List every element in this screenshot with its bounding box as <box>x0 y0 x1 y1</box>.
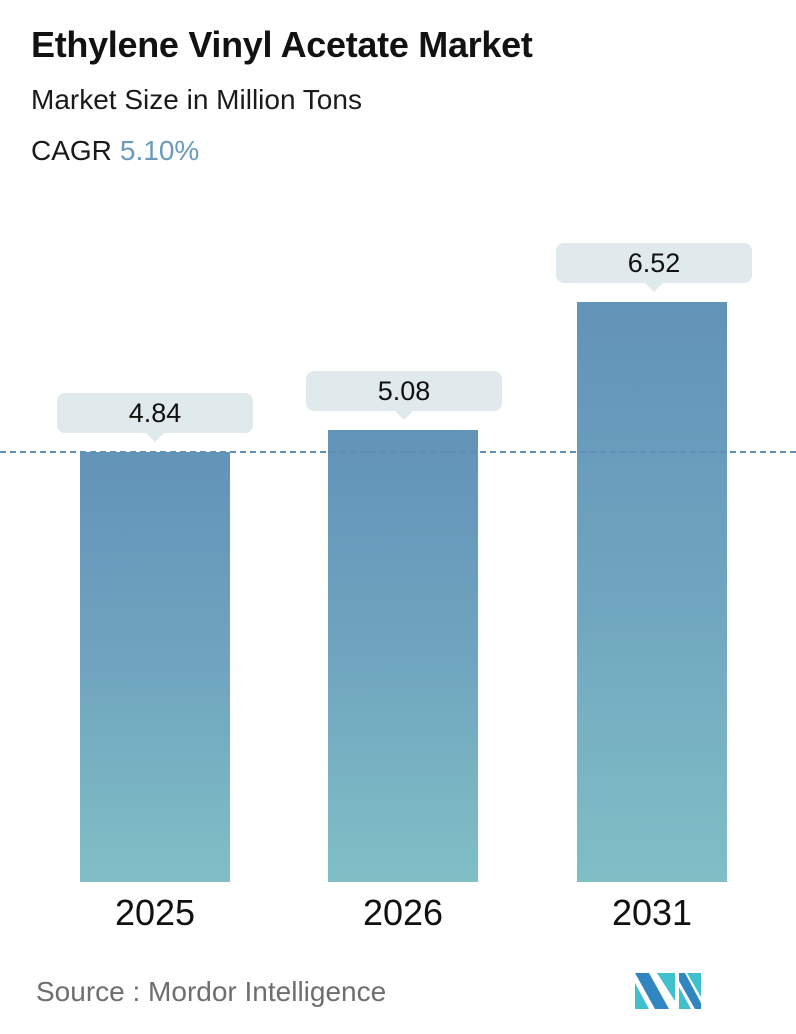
reference-dashed-line <box>0 451 796 453</box>
x-label-2031: 2031 <box>611 892 693 933</box>
chart-title: Ethylene Vinyl Acetate Market <box>31 24 533 65</box>
cagr-label: CAGR <box>31 135 112 166</box>
x-label-2025: 2025 <box>114 892 196 933</box>
source-credit: Source : Mordor Intelligence <box>36 976 387 1007</box>
chart-subtitle: Market Size in Million Tons <box>31 84 362 115</box>
bar-2031 <box>577 302 727 882</box>
cagr-line: CAGR 5.10% <box>31 135 199 167</box>
value-label-2025: 4.84 <box>57 393 253 442</box>
bar-2026 <box>328 430 478 882</box>
value-label-2026: 5.08 <box>306 371 502 420</box>
value-text: 5.08 <box>377 375 431 406</box>
value-label-2031: 6.52 <box>556 243 752 292</box>
bar-2025 <box>80 452 230 882</box>
x-label-2026: 2026 <box>362 892 444 933</box>
cagr-value: 5.10% <box>119 135 200 166</box>
mordor-intelligence-logo-icon <box>635 973 701 1009</box>
value-text: 4.84 <box>128 397 182 428</box>
value-text: 6.52 <box>627 247 681 278</box>
